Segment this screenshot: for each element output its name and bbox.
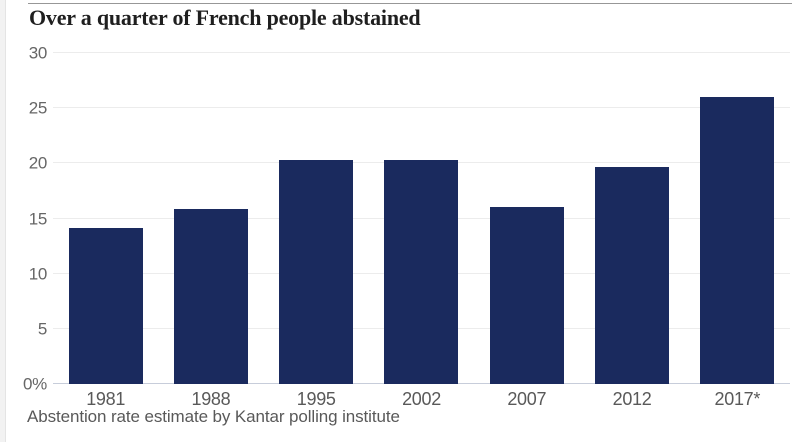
x-tick-label-2007: 2007 bbox=[507, 389, 547, 409]
bar-2012 bbox=[595, 166, 670, 384]
y-tick-label-15: 15 bbox=[28, 209, 48, 228]
bar-series bbox=[53, 53, 790, 384]
bar-cell-2012 bbox=[579, 53, 684, 384]
gridline-25 bbox=[53, 107, 790, 109]
bar-cell-1988 bbox=[158, 53, 263, 384]
bar-2002 bbox=[384, 160, 459, 384]
bar-1988 bbox=[173, 208, 248, 384]
bar-cell-2017 bbox=[685, 53, 790, 384]
page-left-edge bbox=[0, 0, 6, 442]
y-axis-tick-labels: 0% 5 10 15 20 25 30 bbox=[0, 45, 48, 393]
y-tick-label-30: 30 bbox=[28, 43, 48, 63]
x-tick-label-2012: 2012 bbox=[612, 389, 652, 409]
bar-cell-2002 bbox=[369, 53, 474, 384]
x-axis-category-labels: 1981 1988 1995 2002 2007 2012 2017* bbox=[53, 389, 790, 410]
bar-cell-2007 bbox=[474, 53, 579, 384]
x-tick-label-1995: 1995 bbox=[296, 389, 336, 409]
bar-2007 bbox=[489, 207, 564, 384]
y-tick-label-0: 0% bbox=[23, 374, 47, 394]
bar-cell-1995 bbox=[264, 53, 369, 384]
y-tick-label-25: 25 bbox=[28, 98, 48, 118]
gridline-30 bbox=[53, 52, 790, 53]
bar-2017 bbox=[700, 97, 775, 384]
bar-1981 bbox=[68, 228, 143, 384]
x-tick-label-2002: 2002 bbox=[402, 389, 441, 409]
bar-1995 bbox=[279, 160, 354, 384]
bar-chart-plot-area bbox=[53, 52, 790, 384]
y-tick-label-5: 5 bbox=[37, 319, 47, 339]
y-tick-label-10: 10 bbox=[28, 264, 48, 284]
y-tick-label-20: 20 bbox=[28, 153, 48, 173]
x-tick-label-1981: 1981 bbox=[86, 389, 126, 409]
source-note: Abstention rate estimate by Kantar polli… bbox=[27, 407, 400, 426]
x-tick-label-2017: 2017* bbox=[714, 389, 761, 409]
chart-title: Over a quarter of French people abstaine… bbox=[29, 5, 421, 30]
x-tick-label-1988: 1988 bbox=[191, 389, 231, 409]
top-rule-divider bbox=[28, 3, 792, 4]
bar-cell-1981 bbox=[53, 53, 158, 384]
